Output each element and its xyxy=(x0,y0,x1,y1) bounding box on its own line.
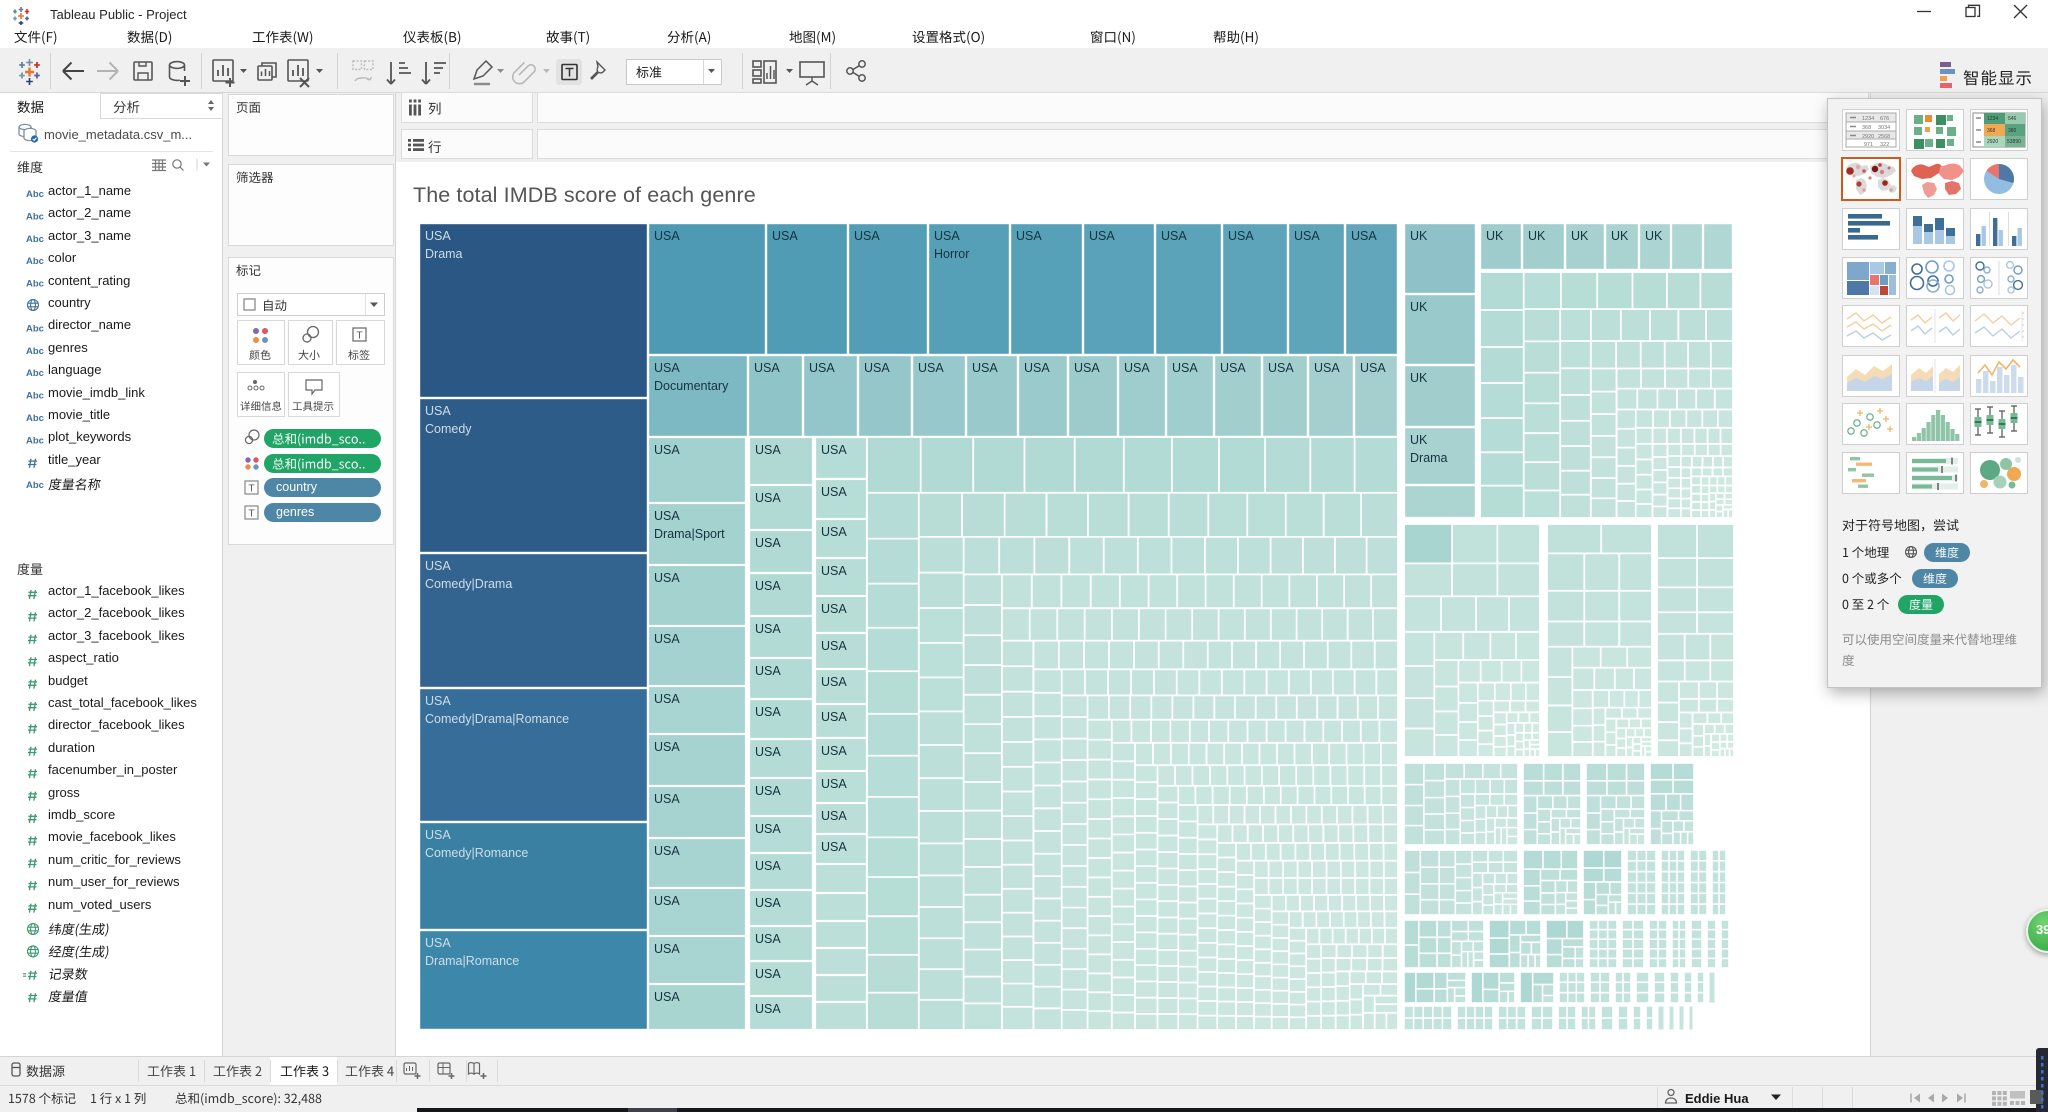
svg-text:UK: UK xyxy=(1611,229,1629,243)
svg-text:UK: UK xyxy=(1410,433,1428,447)
svg-text:USA: USA xyxy=(821,675,847,689)
svg-text:USA: USA xyxy=(1024,361,1050,375)
svg-text:Horror: Horror xyxy=(934,247,969,261)
svg-text:USA: USA xyxy=(654,229,680,243)
svg-text:USA: USA xyxy=(1074,361,1100,375)
svg-text:USA: USA xyxy=(1294,229,1320,243)
svg-text:USA: USA xyxy=(654,894,680,908)
svg-text:USA: USA xyxy=(755,443,781,457)
svg-text:USA: USA xyxy=(972,361,998,375)
svg-text:USA: USA xyxy=(1161,229,1187,243)
svg-text:UK: UK xyxy=(1410,300,1428,314)
svg-text:USA: USA xyxy=(772,229,798,243)
svg-text:USA: USA xyxy=(821,840,847,854)
svg-text:USA: USA xyxy=(934,229,960,243)
svg-text:USA: USA xyxy=(654,844,680,858)
svg-text:USA: USA xyxy=(821,564,847,578)
svg-text:USA: USA xyxy=(1360,361,1386,375)
svg-text:USA: USA xyxy=(821,744,847,758)
svg-text:USA: USA xyxy=(809,361,835,375)
svg-text:USA: USA xyxy=(425,229,451,243)
svg-text:USA: USA xyxy=(755,822,781,836)
svg-text:USA: USA xyxy=(1220,361,1246,375)
svg-text:USA: USA xyxy=(821,710,847,724)
svg-text:USA: USA xyxy=(821,485,847,499)
svg-text:USA: USA xyxy=(1124,361,1150,375)
svg-text:USA: USA xyxy=(755,1002,781,1016)
svg-text:USA: USA xyxy=(425,404,451,418)
svg-text:Drama|Sport: Drama|Sport xyxy=(654,527,725,541)
svg-text:USA: USA xyxy=(1228,229,1254,243)
svg-text:USA: USA xyxy=(654,632,680,646)
svg-text:Comedy|Romance: Comedy|Romance xyxy=(425,846,528,860)
svg-text:Documentary: Documentary xyxy=(654,379,729,393)
svg-text:USA: USA xyxy=(654,990,680,1004)
svg-text:UK: UK xyxy=(1410,229,1428,243)
svg-text:USA: USA xyxy=(1314,361,1340,375)
svg-text:UK: UK xyxy=(1645,229,1663,243)
svg-text:USA: USA xyxy=(654,692,680,706)
svg-text:USA: USA xyxy=(1268,361,1294,375)
svg-text:USA: USA xyxy=(755,705,781,719)
svg-text:USA: USA xyxy=(821,809,847,823)
svg-text:USA: USA xyxy=(755,491,781,505)
svg-text:USA: USA xyxy=(425,694,451,708)
svg-text:UK: UK xyxy=(1486,229,1504,243)
svg-text:USA: USA xyxy=(425,828,451,842)
svg-text:USA: USA xyxy=(755,784,781,798)
svg-text:USA: USA xyxy=(755,622,781,636)
svg-text:USA: USA xyxy=(755,932,781,946)
svg-text:USA: USA xyxy=(821,443,847,457)
svg-text:USA: USA xyxy=(755,745,781,759)
svg-text:USA: USA xyxy=(1351,229,1377,243)
svg-text:USA: USA xyxy=(425,559,451,573)
svg-text:USA: USA xyxy=(654,571,680,585)
svg-text:Comedy|Drama: Comedy|Drama xyxy=(425,577,512,591)
svg-text:USA: USA xyxy=(755,536,781,550)
svg-text:USA: USA xyxy=(821,525,847,539)
svg-text:USA: USA xyxy=(654,792,680,806)
svg-text:USA: USA xyxy=(654,740,680,754)
svg-text:Drama: Drama xyxy=(425,247,463,261)
svg-text:USA: USA xyxy=(425,936,451,950)
svg-text:USA: USA xyxy=(755,664,781,678)
svg-text:USA: USA xyxy=(755,967,781,981)
svg-text:USA: USA xyxy=(654,509,680,523)
svg-text:Drama|Romance: Drama|Romance xyxy=(425,954,519,968)
svg-text:USA: USA xyxy=(821,639,847,653)
svg-text:Comedy|Drama|Romance: Comedy|Drama|Romance xyxy=(425,712,569,726)
svg-text:UK: UK xyxy=(1528,229,1546,243)
svg-text:USA: USA xyxy=(754,361,780,375)
svg-text:Comedy: Comedy xyxy=(425,422,472,436)
svg-text:USA: USA xyxy=(1172,361,1198,375)
svg-text:USA: USA xyxy=(654,361,680,375)
svg-text:UK: UK xyxy=(1571,229,1589,243)
svg-text:USA: USA xyxy=(1089,229,1115,243)
svg-text:USA: USA xyxy=(654,443,680,457)
svg-text:USA: USA xyxy=(821,777,847,791)
svg-text:USA: USA xyxy=(755,579,781,593)
svg-text:USA: USA xyxy=(864,361,890,375)
svg-text:UK: UK xyxy=(1410,371,1428,385)
svg-text:USA: USA xyxy=(821,602,847,616)
svg-text:USA: USA xyxy=(854,229,880,243)
svg-text:USA: USA xyxy=(654,942,680,956)
svg-text:USA: USA xyxy=(755,859,781,873)
svg-text:USA: USA xyxy=(1016,229,1042,243)
svg-text:USA: USA xyxy=(755,896,781,910)
svg-text:USA: USA xyxy=(918,361,944,375)
svg-text:Drama: Drama xyxy=(1410,451,1448,465)
